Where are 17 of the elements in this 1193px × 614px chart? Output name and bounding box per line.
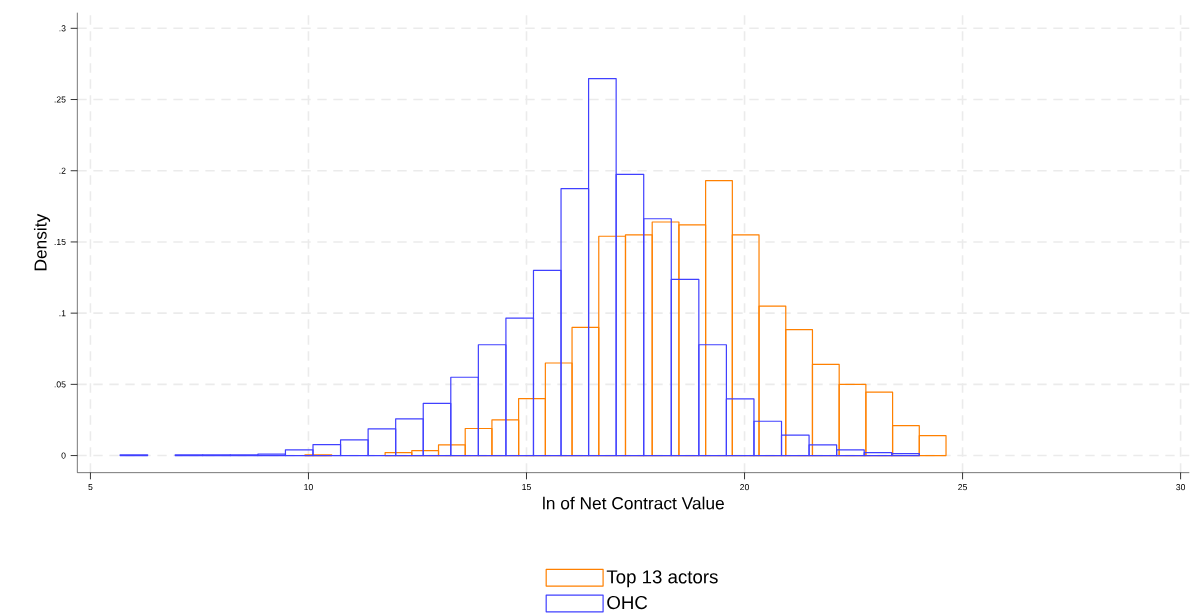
x-tick-label: 5 xyxy=(88,484,93,491)
x-axis-title: ln of Net Contract Value xyxy=(543,496,724,510)
x-tick-label: 20 xyxy=(740,484,750,491)
y-axis-title: Density xyxy=(33,213,51,271)
x-tick-label: 10 xyxy=(304,484,313,491)
y-tick-label: .15 xyxy=(54,238,66,245)
x-tick-label: 30 xyxy=(1176,484,1186,491)
y-tick-label: 0 xyxy=(61,452,66,459)
y-tick-label: .1 xyxy=(59,310,66,317)
y-tick-label: .2 xyxy=(59,167,66,174)
x-tick-label: 15 xyxy=(522,484,531,491)
x-tick-label: 25 xyxy=(958,484,968,491)
y-tick-label: .3 xyxy=(59,25,66,32)
legend-label: Top 13 actors xyxy=(606,570,718,588)
legend-label: OHC xyxy=(607,595,648,610)
y-tick-label: .25 xyxy=(54,96,66,103)
y-tick-label: .05 xyxy=(54,381,66,388)
